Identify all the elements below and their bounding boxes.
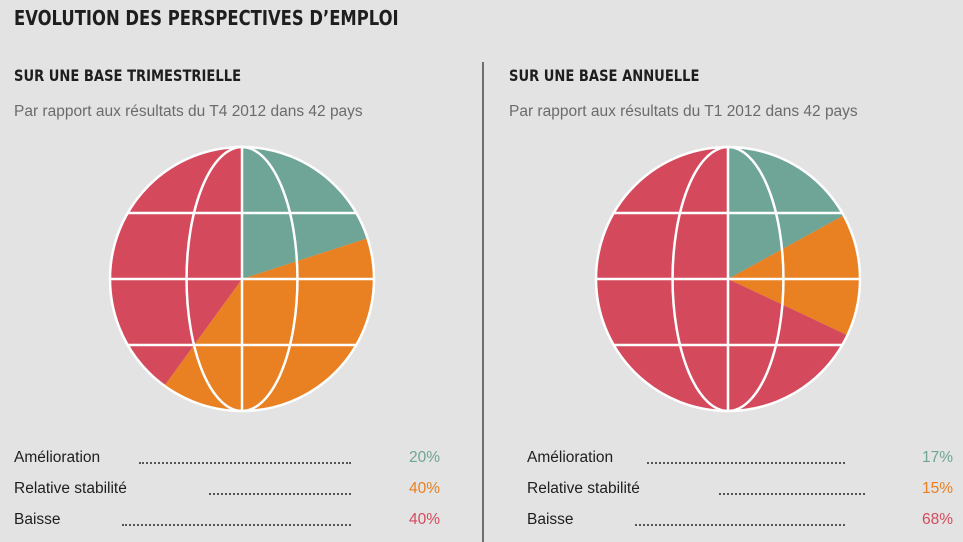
- legend-row-stabilite: Relative stabilité 40%: [14, 480, 444, 502]
- data-label: 17%: [921, 449, 953, 466]
- pie-slice-stabilite: [164, 238, 374, 411]
- legend-leader: [139, 462, 351, 464]
- legend-leader: [122, 524, 351, 526]
- pie-slice-stabilite: [728, 215, 860, 336]
- data-label: 40%: [408, 480, 440, 497]
- legend-row-baisse: Baisse 40%: [14, 511, 444, 533]
- legend-row-amelioration: Amélioration 17%: [527, 449, 957, 471]
- page-title: EVOLUTION DES PERSPECTIVES D’EMPLOI: [14, 6, 399, 30]
- pie-slice-baisse: [109, 147, 242, 386]
- data-label: 15%: [921, 480, 953, 497]
- chart-subtitle: Par rapport aux résultats du T1 2012 dan…: [509, 103, 858, 120]
- globe-grid: [594, 145, 862, 413]
- data-label: 68%: [921, 511, 953, 528]
- chart-subtitle: Par rapport aux résultats du T4 2012 dan…: [14, 103, 363, 120]
- data-label: 40%: [408, 511, 440, 528]
- legend-label: Baisse: [527, 511, 574, 528]
- legend-leader: [647, 462, 845, 464]
- legend-leader: [635, 524, 845, 526]
- chart-panel-quarterly: SUR UNE BASE TRIMESTRIELLE Par rapport a…: [0, 0, 480, 542]
- legend-label: Amélioration: [14, 449, 101, 466]
- legend-label: Relative stabilité: [14, 480, 127, 497]
- panel-divider: [482, 62, 484, 542]
- legend-row-baisse: Baisse 68%: [527, 511, 957, 533]
- chart-panel-annual: SUR UNE BASE ANNUELLE Par rapport aux ré…: [485, 0, 963, 542]
- legend-leader: [719, 493, 865, 495]
- legend-label: Relative stabilité: [527, 480, 640, 497]
- legend-row-amelioration: Amélioration 20%: [14, 449, 444, 471]
- chart-title: SUR UNE BASE TRIMESTRIELLE: [14, 66, 242, 85]
- legend-label: Baisse: [14, 511, 61, 528]
- pie-chart-quarterly: [108, 145, 376, 413]
- pie-chart-annual: [594, 145, 862, 413]
- legend-leader: [209, 493, 351, 495]
- legend-label: Amélioration: [527, 449, 614, 466]
- chart-title: SUR UNE BASE ANNUELLE: [509, 66, 700, 85]
- globe-grid: [108, 145, 376, 413]
- data-label: 20%: [408, 449, 440, 466]
- legend-row-stabilite: Relative stabilité 15%: [527, 480, 957, 502]
